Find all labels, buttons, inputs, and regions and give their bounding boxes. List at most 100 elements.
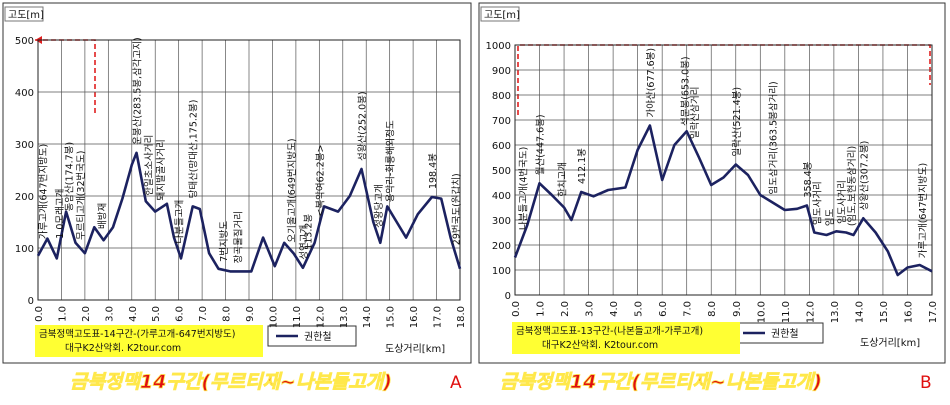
y-tick-label: 700	[492, 116, 511, 127]
annotation: 나분들고개(4번국도)	[518, 147, 529, 230]
x-tick-label: 4.0	[128, 306, 139, 322]
x-tick-label: 9.0	[732, 301, 743, 317]
annotation: 동암산(174.7봉)	[63, 142, 75, 212]
panel-label: A	[450, 373, 462, 393]
x-tick-label: 7.0	[198, 306, 209, 322]
annotation: 29번국도(원갑치)	[450, 173, 462, 245]
x-tick-label: 10.0	[268, 306, 279, 328]
x-tick-label: 15.0	[386, 306, 397, 328]
annotation: 성연고개	[299, 225, 310, 260]
plot-frame	[37, 39, 461, 301]
annotation: 임도사거리	[812, 181, 824, 225]
y-tick-label: 1000	[486, 41, 511, 52]
annotation: 임도삼거리(363.5봉삼거리)	[768, 81, 780, 194]
x-tick-label: 8.0	[707, 301, 718, 317]
annotation: 운봉산(283.5봉,삼각고지)	[131, 37, 143, 145]
x-tick-label: 10.0	[756, 301, 767, 323]
legend-label: 권한철	[304, 331, 332, 343]
annotation: 돼지발골사거리	[156, 139, 167, 200]
y-axis-label: 고도[m]	[484, 10, 520, 21]
annotation: (임도,보현동삼거리)	[846, 146, 858, 226]
legend-box	[267, 325, 357, 347]
y-tick-label: 600	[492, 141, 511, 152]
x-tick-label: 3.0	[585, 301, 596, 317]
annotation: 용악리-회룡해외정도	[385, 120, 397, 202]
y-tick-label: 500	[492, 166, 511, 177]
y-tick-label: 400	[492, 191, 511, 202]
info-text: 금북정맥고도표-14구간-(가루고개-647번지방도)	[39, 329, 236, 340]
info-text: 금북정맥고도표-13구간-(나본들고개-가루고개)	[516, 326, 703, 337]
info-box	[35, 325, 263, 357]
annotation: 나분들고개	[175, 200, 186, 244]
annotation: 성왕산(252.0봉)	[358, 91, 369, 161]
x-tick-label: 11.0	[292, 306, 303, 328]
y-tick-label: 500	[15, 36, 34, 47]
x-tick-label: 3.0	[104, 306, 115, 322]
x-tick-label: 5.0	[151, 306, 162, 322]
elevation-line	[36, 151, 462, 273]
annotation: 7번지방도	[219, 221, 230, 262]
annotation: <복악여62.2봉>	[314, 145, 326, 217]
x-tick-label: 9.0	[245, 306, 256, 322]
annotation: 월산(447.6봉)	[535, 114, 547, 175]
y-tick-label: 200	[492, 241, 511, 252]
annotation: 임도사거리	[836, 180, 848, 224]
x-tick-label: 12.0	[805, 301, 816, 323]
annotation: 358.4봉	[803, 161, 814, 197]
elevation-line	[513, 124, 933, 277]
annotation: 상왕산(307.2봉)	[859, 141, 870, 211]
annotation: 113.2봉	[304, 214, 315, 250]
plot-frame	[514, 44, 933, 296]
caption: 금북정맥14구간(무르티재~나본들고개)	[500, 371, 822, 393]
x-tick-label: 16.0	[903, 301, 914, 323]
x-tick-label: 7.0	[683, 301, 694, 317]
annotation: 무르티고개(32번국도)	[76, 151, 87, 240]
x-tick-label: 6.0	[175, 306, 186, 322]
annotation: 석문봉(653.0봉)	[680, 56, 691, 126]
y-tick-label: 900	[492, 66, 511, 77]
info-box	[512, 322, 740, 354]
annotation: 198.4봉	[428, 153, 439, 189]
y-tick-label: 400	[15, 88, 34, 99]
info-text: 대구K2산악회. K2tour.com	[65, 342, 181, 354]
annotation: 가야산(677.6봉)	[646, 48, 657, 118]
y-axis-label: 고도[m]	[8, 10, 44, 21]
annotation: 가루고개(647번지방도)	[918, 163, 929, 258]
y-axis-label-box	[4, 6, 44, 22]
y-tick-label: 0	[505, 291, 511, 302]
panel-label: B	[920, 373, 932, 393]
x-tick-label: 18.0	[456, 306, 467, 328]
x-tick-label: 17.0	[928, 301, 939, 323]
y-axis-label-box	[480, 6, 520, 22]
x-axis-label: 도상거리[km]	[385, 343, 445, 355]
annotation: 1.0모래고개	[55, 189, 66, 239]
x-tick-label: 12.0	[315, 306, 326, 328]
annotation: 성왕당고개	[374, 184, 385, 228]
x-tick-label: 15.0	[879, 301, 890, 323]
y-tick-label: 800	[492, 91, 511, 102]
annotation: 412.1봉	[577, 148, 588, 184]
y-tick-label: 200	[15, 192, 34, 203]
annotation: 오기울고개(649번지방도)	[287, 138, 298, 242]
y-tick-label: 0	[28, 296, 34, 307]
x-tick-label: 4.0	[609, 301, 620, 317]
annotation: 가루고개(647번지방도)	[39, 144, 50, 239]
panel-frame	[2, 2, 472, 364]
y-tick-label: 300	[15, 140, 34, 151]
y-tick-label: 100	[15, 244, 34, 255]
annotation: 당태산(망대산,175.2봉)	[189, 100, 200, 199]
annotation: 일락산(521.4봉)	[731, 87, 743, 157]
annotation: 배방재	[97, 203, 108, 229]
x-tick-label: 8.0	[222, 306, 233, 322]
x-tick-label: 2.0	[560, 301, 571, 317]
x-tick-label: 14.0	[362, 306, 373, 328]
x-tick-label: 5.0	[634, 301, 645, 317]
x-tick-label: 6.0	[658, 301, 669, 317]
x-tick-label: 11.0	[781, 301, 792, 323]
x-tick-label: 1.0	[536, 301, 547, 317]
y-tick-label: 300	[492, 216, 511, 227]
info-text: 대구K2산악회. K2tour.com	[542, 339, 658, 351]
caption: 금북정맥14구간(무르티재~나본들고개)	[70, 371, 392, 393]
y-tick-label: 100	[492, 266, 511, 277]
